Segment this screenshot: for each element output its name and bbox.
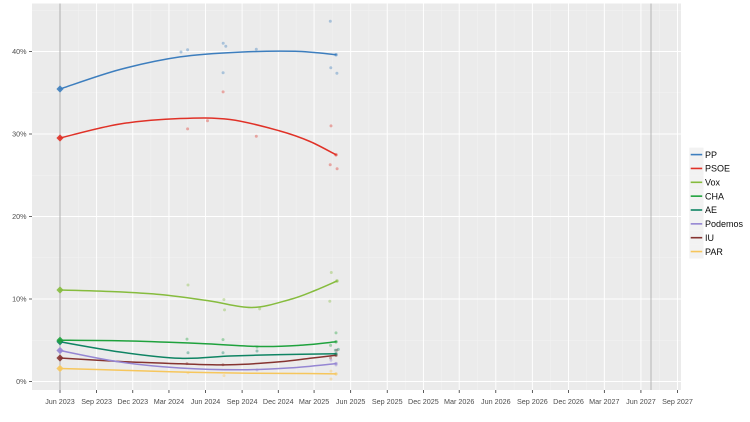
svg-text:PAR: PAR: [705, 247, 723, 257]
svg-text:Dec 2026: Dec 2026: [553, 397, 584, 406]
svg-text:Podemos: Podemos: [705, 219, 744, 229]
svg-text:Jun 2024: Jun 2024: [191, 397, 221, 406]
svg-text:Sep 2025: Sep 2025: [372, 397, 403, 406]
svg-text:Mar 2024: Mar 2024: [154, 397, 184, 406]
svg-text:Jun 2026: Jun 2026: [481, 397, 511, 406]
svg-text:Mar 2027: Mar 2027: [589, 397, 619, 406]
svg-text:Sep 2024: Sep 2024: [227, 397, 258, 406]
svg-text:Jun 2023: Jun 2023: [45, 397, 75, 406]
svg-text:Dec 2025: Dec 2025: [408, 397, 439, 406]
svg-text:Jun 2025: Jun 2025: [336, 397, 366, 406]
svg-text:AE: AE: [705, 205, 717, 215]
svg-text:10%: 10%: [12, 295, 27, 304]
svg-text:Jun 2027: Jun 2027: [626, 397, 656, 406]
svg-text:PSOE: PSOE: [705, 164, 730, 174]
svg-text:30%: 30%: [12, 130, 27, 139]
svg-text:PP: PP: [705, 150, 717, 160]
svg-text:Sep 2027: Sep 2027: [662, 397, 693, 406]
svg-text:Sep 2026: Sep 2026: [517, 397, 548, 406]
svg-text:Dec 2024: Dec 2024: [263, 397, 294, 406]
svg-text:Mar 2025: Mar 2025: [299, 397, 329, 406]
svg-text:Sep 2023: Sep 2023: [81, 397, 112, 406]
svg-text:Dec 2023: Dec 2023: [117, 397, 148, 406]
svg-text:20%: 20%: [12, 212, 27, 221]
svg-text:IU: IU: [705, 233, 714, 243]
svg-text:40%: 40%: [12, 47, 27, 56]
svg-text:Vox: Vox: [705, 178, 721, 188]
svg-text:Mar 2026: Mar 2026: [444, 397, 474, 406]
svg-text:CHA: CHA: [705, 191, 724, 201]
svg-text:0%: 0%: [16, 377, 27, 386]
